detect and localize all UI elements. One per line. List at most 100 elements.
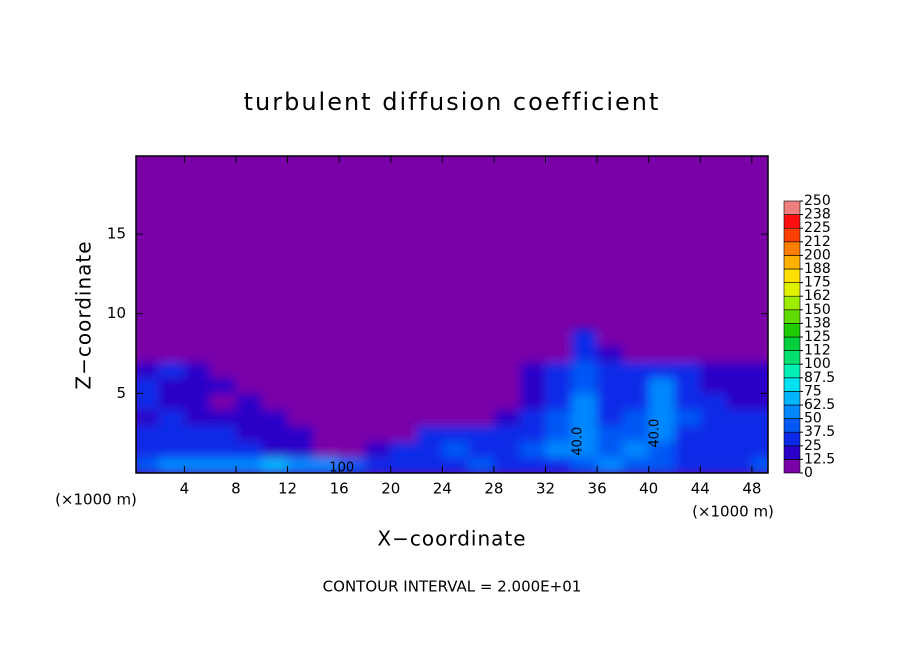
field-cell	[674, 457, 701, 473]
field-cell	[287, 345, 314, 362]
field-cell	[416, 345, 443, 362]
field-cell	[235, 377, 263, 394]
field-cell	[313, 425, 340, 442]
field-cell	[493, 377, 521, 394]
colorbar-label: 87.5	[804, 370, 835, 386]
chart-title: turbulent diffusion coefficient	[244, 88, 661, 116]
field-cell	[339, 377, 366, 394]
field-cell	[545, 345, 572, 362]
field-cell	[571, 409, 598, 426]
field-cell	[726, 345, 753, 362]
field-cell	[364, 457, 392, 473]
field-cell	[468, 345, 495, 362]
colorbar-band	[783, 295, 801, 311]
field-cell	[493, 441, 521, 458]
field-cell	[726, 425, 753, 442]
field-cell	[726, 441, 753, 458]
field-cell	[184, 393, 211, 410]
field-cell	[313, 329, 340, 347]
field-cell	[339, 393, 366, 410]
colorbar-band	[783, 459, 801, 474]
field-cell	[158, 329, 185, 347]
field-cell	[313, 409, 340, 426]
field-cell	[726, 393, 753, 410]
field-cell	[545, 409, 572, 426]
field-cell	[210, 361, 237, 378]
field-cell	[674, 329, 701, 347]
colorbar-band	[783, 309, 801, 324]
field-cell	[571, 425, 598, 442]
colorbar-label: 62.5	[804, 397, 835, 413]
field-cell	[158, 425, 185, 442]
field-cell	[519, 425, 547, 442]
colorbar-band	[783, 363, 801, 379]
colorbar-band	[783, 445, 801, 460]
colorbar-band	[783, 227, 801, 243]
colorbar-label: 150	[804, 302, 831, 318]
colorbar-band	[783, 350, 801, 365]
field-cell	[648, 457, 675, 473]
colorbar-band	[783, 391, 801, 406]
field-cell	[364, 329, 392, 347]
field-cell	[364, 409, 392, 426]
field-cell	[390, 393, 418, 410]
field-cell	[390, 377, 418, 394]
field-cell	[442, 329, 469, 347]
field-cell	[261, 457, 289, 473]
field-cell	[210, 345, 237, 362]
field-cell	[261, 377, 289, 394]
field-cell	[648, 425, 675, 442]
field-cell	[674, 393, 701, 410]
field-cell	[622, 425, 650, 442]
field-cell	[545, 425, 572, 442]
field-cell	[468, 409, 495, 426]
field-cell	[571, 345, 598, 362]
field-cell	[210, 425, 237, 442]
field-cell	[751, 441, 768, 458]
plot-area: 40.0 40.0 100	[136, 156, 768, 473]
colorbar-label: 212	[804, 234, 831, 250]
colorbar-label: 37.5	[804, 424, 835, 440]
colorbar-label: 100	[804, 356, 831, 372]
field-cell	[136, 345, 160, 362]
field-cell	[158, 393, 185, 410]
field-cell	[622, 377, 650, 394]
field-cell	[597, 377, 624, 394]
x-unit: (×1000 m)	[692, 503, 774, 521]
field-cell	[648, 441, 675, 458]
field-cell	[545, 457, 572, 473]
field-cell	[700, 345, 727, 362]
field-cell	[261, 329, 289, 347]
field-cell	[726, 329, 753, 347]
field-cell	[571, 441, 598, 458]
field-cell	[136, 409, 160, 426]
field-cell	[648, 361, 675, 378]
y-tick-label: 10	[107, 304, 126, 322]
contour-label: 40.0	[570, 427, 585, 456]
field-cell	[339, 457, 366, 473]
field-cell	[261, 345, 289, 362]
field-cell	[235, 457, 263, 473]
colorbar-band	[783, 323, 801, 338]
x-tick-label: 16	[330, 480, 349, 498]
field-cell	[136, 361, 160, 378]
field-cell	[545, 393, 572, 410]
colorbar-label: 175	[804, 275, 831, 291]
x-tick-label: 48	[742, 480, 761, 498]
colorbar-band	[783, 255, 801, 270]
field-cell	[313, 345, 340, 362]
field-cell	[519, 345, 547, 362]
field-cell	[390, 361, 418, 378]
field-cell	[468, 329, 495, 347]
field-cell	[597, 441, 624, 458]
field-cell	[313, 457, 340, 473]
field-cell	[158, 345, 185, 362]
field-cell	[751, 377, 768, 394]
field-cell	[210, 409, 237, 426]
field-cell	[674, 425, 701, 442]
field-cell	[184, 377, 211, 394]
field-cell	[158, 377, 185, 394]
field-cell	[210, 393, 237, 410]
y-tick-label: 15	[107, 225, 126, 243]
field-cell	[519, 393, 547, 410]
